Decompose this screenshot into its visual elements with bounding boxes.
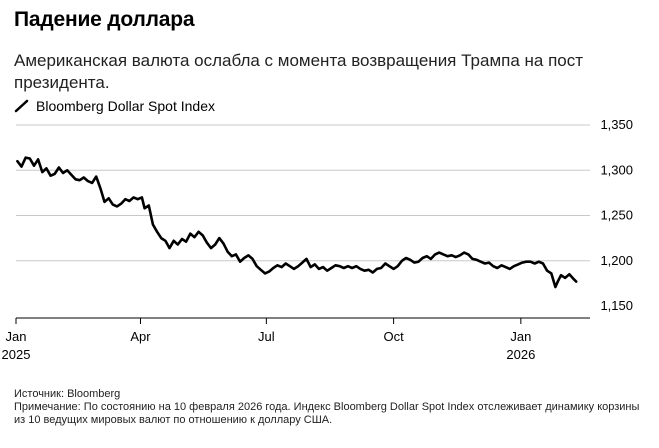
x-tick-year-label: 2025 (2, 347, 31, 362)
x-tick-label: Apr (130, 329, 151, 344)
footer: Источник: Bloomberg Примечание: По состо… (14, 388, 644, 427)
y-tick-label: 1,350 (600, 117, 633, 132)
legend-line-icon (14, 99, 29, 113)
x-axis (15, 317, 590, 324)
series-line (16, 156, 578, 289)
line-chart: 1,150 1,200 1,250 1,300 1,350 Jan 2025 Apr Jul O… (2, 117, 633, 362)
footnote: Примечание: По состоянию на 10 февраля 2… (14, 401, 640, 426)
y-axis-labels: 1,150 1,200 1,250 1,300 1,350 (600, 117, 633, 313)
x-tick-year-label: 2026 (506, 347, 535, 362)
x-tick-label: Jan (510, 329, 531, 344)
y-tick-label: 1,250 (600, 208, 633, 223)
source-note: Источник: Bloomberg (14, 388, 121, 400)
y-tick-label: 1,300 (600, 162, 633, 177)
y-tick-label: 1,200 (600, 253, 633, 268)
x-axis-labels: Jan 2025 Apr Jul Oct Jan 2026 (2, 329, 536, 362)
chart-subtitle: Американская валюта ослабла с момента во… (14, 51, 584, 92)
legend-label: Bloomberg Dollar Spot Index (36, 98, 215, 114)
legend: Bloomberg Dollar Spot Index (14, 98, 215, 114)
chart-title: Падение доллара (14, 8, 195, 31)
y-tick-label: 1,150 (600, 298, 633, 313)
x-tick-label: Jul (258, 329, 275, 344)
x-tick-label: Jan (6, 329, 27, 344)
x-tick-label: Oct (383, 329, 404, 344)
